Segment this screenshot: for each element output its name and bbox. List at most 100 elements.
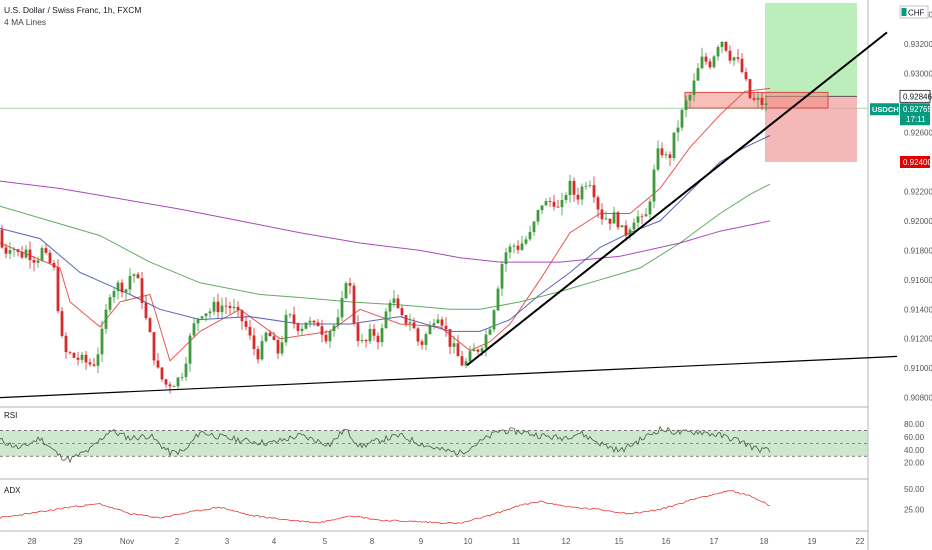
candle-body bbox=[400, 308, 404, 316]
candle-body bbox=[564, 195, 568, 200]
candle-body bbox=[256, 349, 260, 360]
candle-body bbox=[404, 315, 408, 324]
candle-body bbox=[608, 218, 612, 224]
candle-body bbox=[516, 245, 520, 250]
date-tick: 28 bbox=[28, 537, 37, 546]
candle-body bbox=[116, 282, 120, 291]
candle-body bbox=[188, 335, 192, 364]
candle-body bbox=[228, 306, 232, 309]
ma-line-purple bbox=[0, 180, 771, 263]
time-axis[interactable]: 28 29 Nov 2 3 4 5 8 9 10 11 12 15 16 17 18 19 22 bbox=[28, 537, 865, 546]
candle-body bbox=[740, 58, 744, 73]
candle-body bbox=[756, 97, 760, 100]
currency-label: CHF bbox=[908, 9, 925, 18]
candle-body bbox=[692, 80, 696, 95]
last-price-text: 0.92765 bbox=[903, 105, 932, 114]
candle-body bbox=[428, 325, 432, 335]
candle-body bbox=[288, 314, 292, 316]
candle-body bbox=[416, 328, 420, 342]
date-tick: 8 bbox=[370, 537, 375, 546]
date-tick: 9 bbox=[419, 537, 424, 546]
candle-body bbox=[540, 205, 544, 211]
price-tick: 0.90800 bbox=[904, 394, 932, 403]
candle-body bbox=[348, 283, 352, 286]
date-tick: 4 bbox=[272, 537, 277, 546]
candle-body bbox=[572, 180, 576, 195]
candle-body bbox=[308, 320, 312, 323]
candle-body bbox=[208, 311, 212, 314]
candle-body bbox=[252, 335, 256, 349]
candle-body bbox=[280, 342, 284, 354]
moving-averages bbox=[0, 87, 771, 362]
candle-body bbox=[212, 301, 216, 312]
candle-body bbox=[720, 41, 724, 48]
candle-body bbox=[484, 334, 488, 349]
candle-body bbox=[372, 328, 376, 336]
date-tick: 11 bbox=[512, 537, 521, 546]
price-tick: 0.91400 bbox=[904, 305, 932, 314]
date-tick: 12 bbox=[562, 537, 571, 546]
candle-body bbox=[20, 252, 24, 258]
candle-body bbox=[364, 340, 368, 342]
candle-body bbox=[604, 218, 608, 220]
price-axis[interactable]: 0.934000.932000.930000.926000.922000.920… bbox=[870, 5, 932, 403]
candle-body bbox=[712, 56, 716, 68]
candle-body bbox=[136, 274, 140, 279]
candle-body bbox=[612, 212, 616, 224]
candle-body bbox=[324, 334, 328, 342]
candle-body bbox=[716, 47, 720, 57]
candle-body bbox=[236, 306, 240, 311]
candle-body bbox=[180, 377, 184, 378]
candle-body bbox=[124, 289, 128, 293]
candle-body bbox=[368, 328, 372, 342]
candle-body bbox=[724, 41, 728, 51]
candle-body bbox=[72, 352, 76, 358]
rsi-tick: 60.00 bbox=[904, 433, 925, 442]
candle-body bbox=[0, 229, 4, 248]
indicator-label: 4 MA Lines bbox=[4, 17, 47, 27]
price-tick: 0.92600 bbox=[904, 129, 932, 138]
date-tick: Nov bbox=[120, 537, 134, 546]
countdown-text: 17:11 bbox=[906, 115, 926, 124]
candle-body bbox=[148, 318, 152, 333]
candle-body bbox=[676, 127, 680, 133]
ma-line-green bbox=[0, 183, 771, 310]
candle-body bbox=[624, 225, 628, 236]
date-tick: 10 bbox=[464, 537, 473, 546]
candle-body bbox=[356, 323, 360, 341]
candle-body bbox=[764, 103, 768, 105]
candle-body bbox=[468, 351, 472, 362]
candle-body bbox=[680, 109, 684, 128]
candle-body bbox=[172, 386, 176, 388]
candle-body bbox=[492, 310, 496, 330]
date-tick: 5 bbox=[323, 537, 328, 546]
candle-body bbox=[112, 291, 116, 298]
candle-body bbox=[596, 197, 600, 210]
candle-body bbox=[588, 185, 592, 186]
candle-body bbox=[376, 335, 380, 343]
date-tick: 17 bbox=[710, 537, 719, 546]
rsi-tick: 40.00 bbox=[904, 446, 925, 455]
candle-body bbox=[672, 132, 676, 158]
last-price-tag bbox=[900, 103, 930, 126]
candle-body bbox=[152, 332, 156, 361]
position-zones[interactable] bbox=[684, 2, 857, 162]
candle-body bbox=[240, 310, 244, 322]
candle-body bbox=[360, 340, 364, 341]
candle-body bbox=[748, 79, 752, 99]
candle-body bbox=[644, 214, 648, 217]
candle-body bbox=[320, 326, 324, 335]
candle-body bbox=[640, 216, 644, 218]
candle-body bbox=[300, 328, 304, 331]
candle-body bbox=[268, 332, 272, 337]
candle-body bbox=[628, 229, 632, 236]
candle-body bbox=[28, 249, 32, 260]
candle-body bbox=[276, 340, 280, 354]
trendlines[interactable] bbox=[0, 31, 898, 399]
candle-body bbox=[292, 314, 296, 324]
candle-body bbox=[736, 57, 740, 59]
candle-body bbox=[224, 305, 228, 307]
candle-body bbox=[296, 323, 300, 331]
candle-body bbox=[552, 201, 556, 207]
